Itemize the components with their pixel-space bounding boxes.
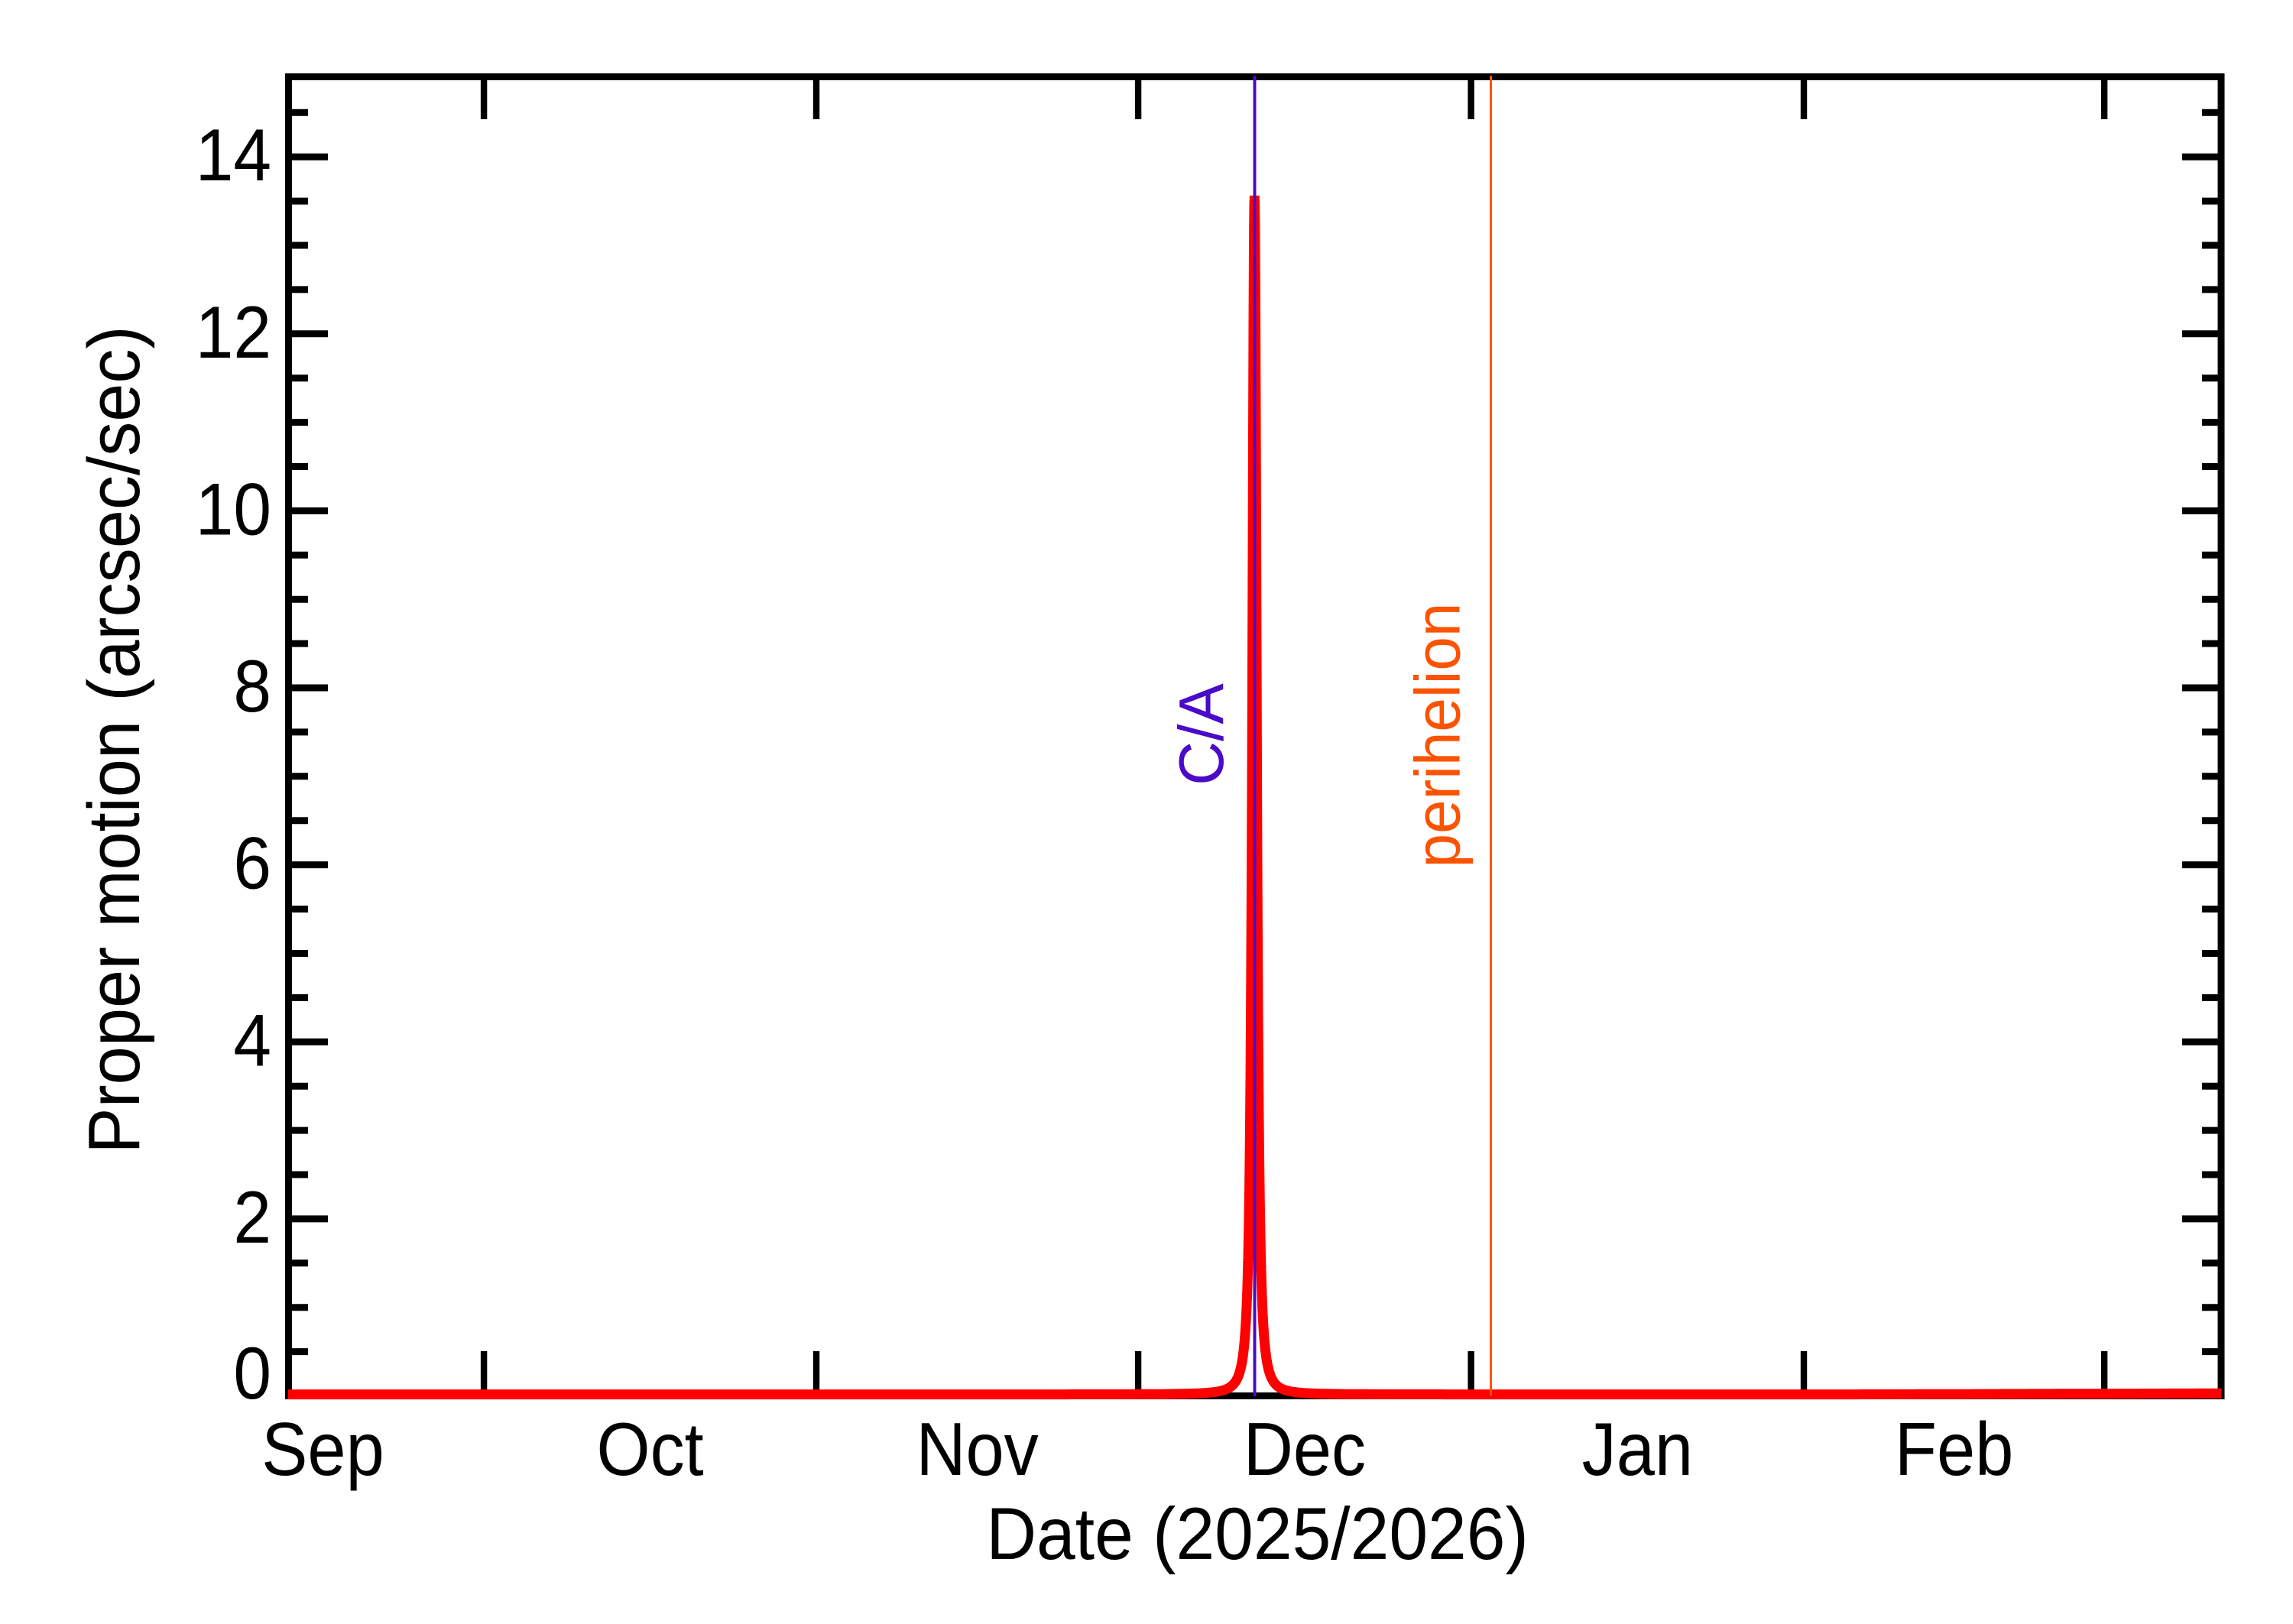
svg-text:Jan: Jan	[1582, 1408, 1693, 1491]
svg-text:Date (2025/2026): Date (2025/2026)	[986, 1492, 1529, 1574]
svg-text:0: 0	[233, 1332, 271, 1415]
svg-text:8: 8	[233, 645, 271, 728]
svg-text:4: 4	[233, 999, 271, 1081]
svg-text:6: 6	[233, 822, 271, 904]
svg-text:Dec: Dec	[1244, 1408, 1366, 1491]
svg-text:perihelion: perihelion	[1403, 603, 1474, 868]
svg-text:2: 2	[233, 1175, 271, 1258]
svg-text:Oct: Oct	[596, 1408, 703, 1491]
svg-text:Sep: Sep	[261, 1408, 384, 1491]
svg-text:10: 10	[196, 468, 271, 550]
svg-text:Feb: Feb	[1895, 1408, 2013, 1491]
svg-text:14: 14	[196, 114, 271, 196]
svg-text:Proper motion (arcsec/sec): Proper motion (arcsec/sec)	[73, 326, 154, 1153]
svg-text:C/A: C/A	[1166, 683, 1237, 786]
svg-text:12: 12	[196, 290, 271, 373]
svg-text:Nov: Nov	[916, 1408, 1038, 1491]
